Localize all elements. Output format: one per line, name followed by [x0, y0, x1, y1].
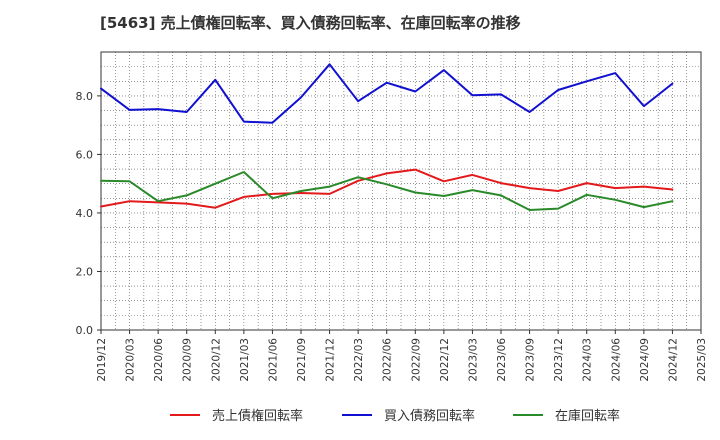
x-tick-label: 2023/12: [553, 338, 565, 382]
x-tick-label: 2023/03: [467, 338, 479, 382]
x-tick-label: 2024/06: [610, 338, 622, 382]
x-tick-label: 2021/03: [239, 338, 251, 382]
series-line-2: [100, 63, 674, 124]
x-tick-label: 2019/12: [96, 338, 108, 382]
x-tick-label: 2020/03: [125, 338, 137, 382]
x-tick-label: 2022/03: [353, 338, 365, 382]
x-tick-label: 2020/09: [182, 338, 194, 382]
y-tick-label: 8.0: [76, 90, 94, 103]
x-tick-label: 2025/03: [696, 338, 708, 382]
x-tick-label: 2024/09: [639, 338, 651, 382]
x-tick-label: 2024/12: [667, 338, 679, 382]
y-tick-label: 2.0: [76, 265, 94, 278]
x-tick-label: 2021/09: [296, 338, 308, 382]
legend-label-1: 売上債権回転率: [212, 408, 303, 424]
x-tick-label: 2021/06: [267, 338, 279, 382]
x-tick-label: 2021/12: [325, 338, 337, 382]
y-tick-label: 4.0: [76, 207, 94, 220]
chart-title: [5463] 売上債権回転率、買入債務回転率、在庫回転率の推移: [100, 14, 521, 32]
x-tick-label: 2022/06: [382, 338, 394, 382]
y-tick-label: 0.0: [76, 324, 94, 337]
x-tick-label: 2020/12: [210, 338, 222, 382]
y-tick-label: 6.0: [76, 148, 94, 161]
x-tick-label: 2023/06: [496, 338, 508, 382]
x-tick-label: 2022/09: [410, 338, 422, 382]
x-tick-label: 2024/03: [582, 338, 594, 382]
x-tick-label: 2020/06: [153, 338, 165, 382]
x-tick-label: 2023/09: [525, 338, 537, 382]
legend-label-2: 買入債務回転率: [384, 408, 475, 424]
x-tick-label: 2022/12: [439, 338, 451, 382]
series-line-1: [100, 168, 674, 209]
series-line-3: [100, 171, 674, 211]
plot-frame: [100, 51, 702, 331]
legend-label-3: 在庫回転率: [555, 408, 620, 424]
